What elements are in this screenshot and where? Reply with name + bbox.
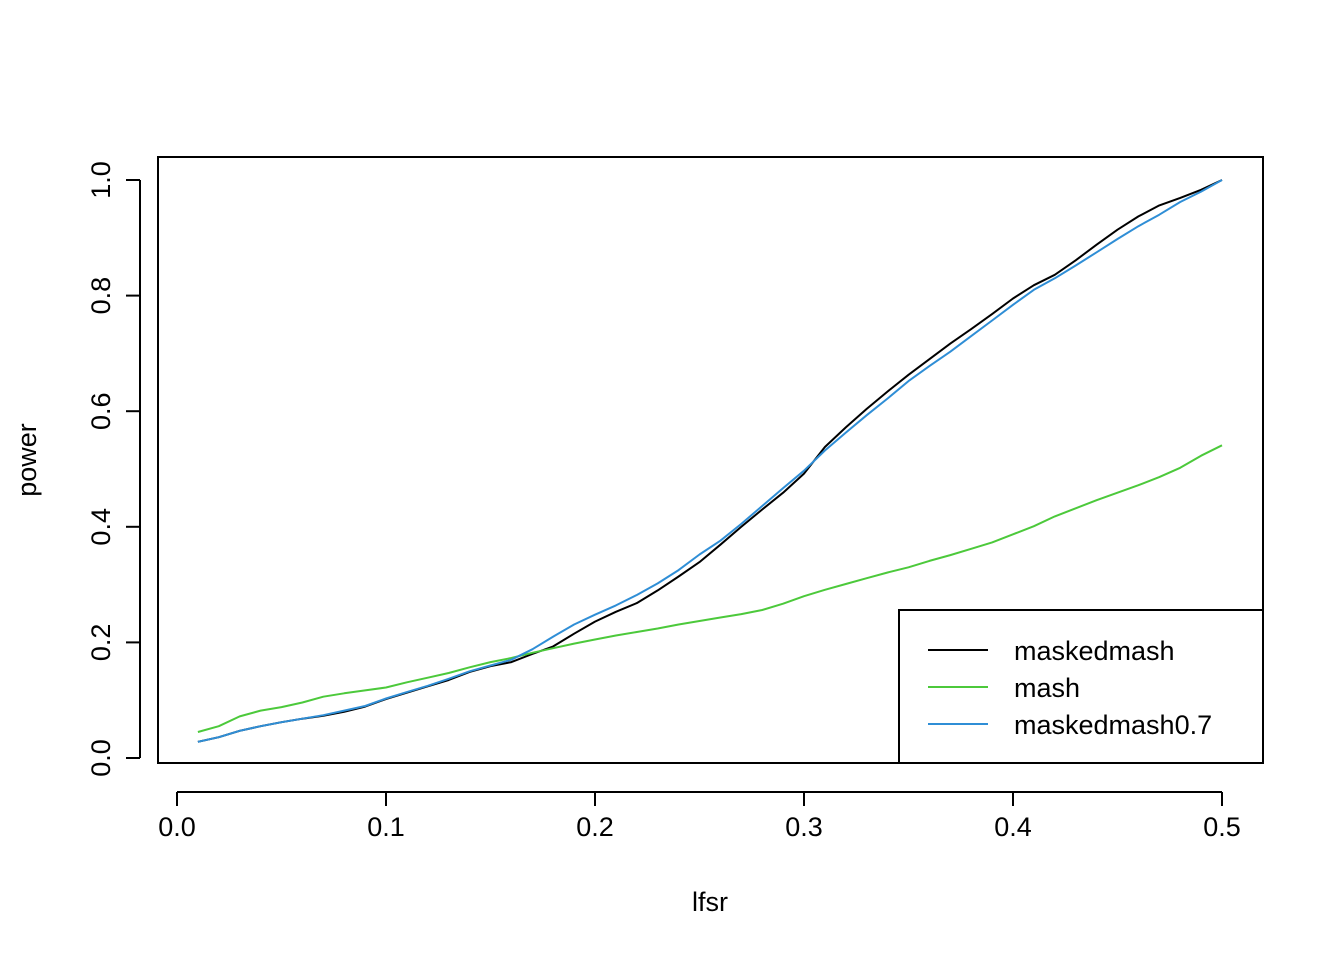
- y-tick-label: 0.2: [86, 624, 116, 662]
- x-tick-label: 0.4: [994, 812, 1032, 842]
- x-axis: 0.0 0.1 0.2 0.3 0.4 0.5: [158, 791, 1241, 842]
- y-tick-label: 0.4: [86, 508, 116, 546]
- plot-frame: [157, 156, 1264, 764]
- series-layer: [197, 179, 1223, 743]
- x-axis-title: lfsr: [692, 887, 728, 917]
- x-tick-label: 0.3: [785, 812, 823, 842]
- legend-label: mash: [1014, 673, 1080, 703]
- legend: maskedmash mash maskedmash0.7: [898, 609, 1264, 764]
- y-tick-label: 1.0: [86, 161, 116, 199]
- y-axis: 0.0 0.2 0.4 0.6 0.8 1.0: [86, 161, 141, 777]
- y-tick-label: 0.0: [86, 739, 116, 777]
- y-axis-title: power: [12, 423, 42, 497]
- series-line-mash: [197, 444, 1223, 733]
- x-tick-label: 0.1: [367, 812, 405, 842]
- x-tick-label: 0.2: [576, 812, 614, 842]
- y-tick-label: 0.8: [86, 277, 116, 315]
- legend-label: maskedmash0.7: [1014, 710, 1212, 740]
- series-line-maskedmash0-7: [197, 179, 1223, 743]
- y-tick-label: 0.6: [86, 392, 116, 430]
- x-tick-label: 0.5: [1203, 812, 1241, 842]
- legend-label: maskedmash: [1014, 636, 1175, 666]
- x-tick-label: 0.0: [158, 812, 196, 842]
